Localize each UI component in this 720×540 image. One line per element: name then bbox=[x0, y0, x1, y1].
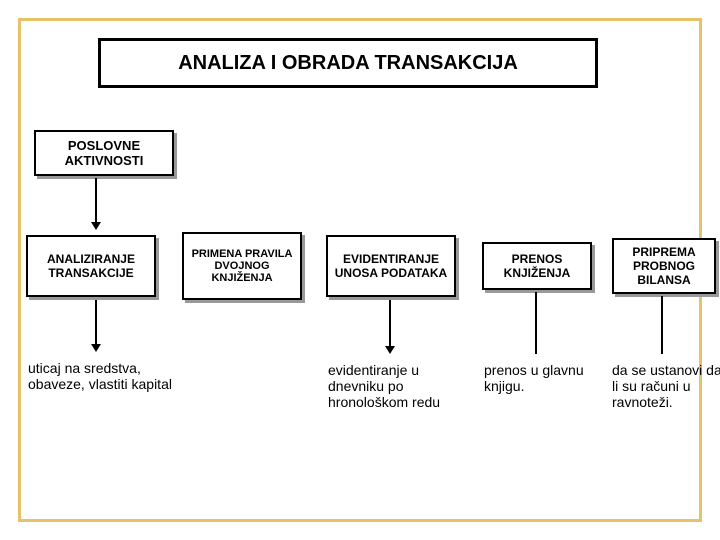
caption-ravn-text: da se ustanovi da li su računi u ravnote… bbox=[612, 362, 720, 410]
box-analiziranje-text: ANALIZIRANJE TRANSAKCIJE bbox=[28, 252, 154, 280]
box-priprema-text: PRIPREMA PROBNOG BILANSA bbox=[614, 245, 714, 287]
box-evidentiranje: EVIDENTIRANJE UNOSA PODATAKA bbox=[326, 235, 456, 297]
caption-uticaj: uticaj na sredstva, obaveze, vlastiti ka… bbox=[28, 360, 178, 392]
box-prenos-text: PRENOS KNJIŽENJA bbox=[484, 252, 590, 280]
arrow-0-line bbox=[95, 178, 97, 222]
caption-ravn: da se ustanovi da li su računi u ravnote… bbox=[612, 362, 720, 410]
caption-evid-text: evidentiranje u dnevniku po hronološkom … bbox=[328, 362, 440, 410]
box-prenos: PRENOS KNJIŽENJA bbox=[482, 242, 592, 290]
caption-gl-text: prenos u glavnu knjigu. bbox=[484, 362, 584, 394]
slide: ANALIZA I OBRADA TRANSAKCIJA POSLOVNE AK… bbox=[0, 0, 720, 540]
arrow-2-head bbox=[385, 346, 395, 354]
top-box-text: POSLOVNE AKTIVNOSTI bbox=[36, 138, 172, 168]
caption-evid: evidentiranje u dnevniku po hronološkom … bbox=[328, 362, 478, 410]
arrow-0-head bbox=[91, 222, 101, 230]
box-evidentiranje-text: EVIDENTIRANJE UNOSA PODATAKA bbox=[328, 252, 454, 280]
caption-gl: prenos u glavnu knjigu. bbox=[484, 362, 604, 394]
arrow-1-line bbox=[95, 300, 97, 344]
caption-uticaj-text: uticaj na sredstva, obaveze, vlastiti ka… bbox=[28, 360, 172, 392]
top-box-poslovne: POSLOVNE AKTIVNOSTI bbox=[34, 130, 174, 176]
arrow-1-head bbox=[91, 344, 101, 352]
box-priprema: PRIPREMA PROBNOG BILANSA bbox=[612, 238, 716, 294]
title-text: ANALIZA I OBRADA TRANSAKCIJA bbox=[178, 52, 518, 75]
box-primena: PRIMENA PRAVILA DVOJNOG KNJIŽENJA bbox=[182, 232, 302, 300]
arrow-4-line bbox=[661, 296, 663, 354]
box-analiziranje: ANALIZIRANJE TRANSAKCIJE bbox=[26, 235, 156, 297]
arrow-2-line bbox=[389, 300, 391, 346]
arrow-3-line bbox=[535, 292, 537, 354]
box-primena-text: PRIMENA PRAVILA DVOJNOG KNJIŽENJA bbox=[184, 248, 300, 284]
title-box: ANALIZA I OBRADA TRANSAKCIJA bbox=[98, 38, 598, 88]
